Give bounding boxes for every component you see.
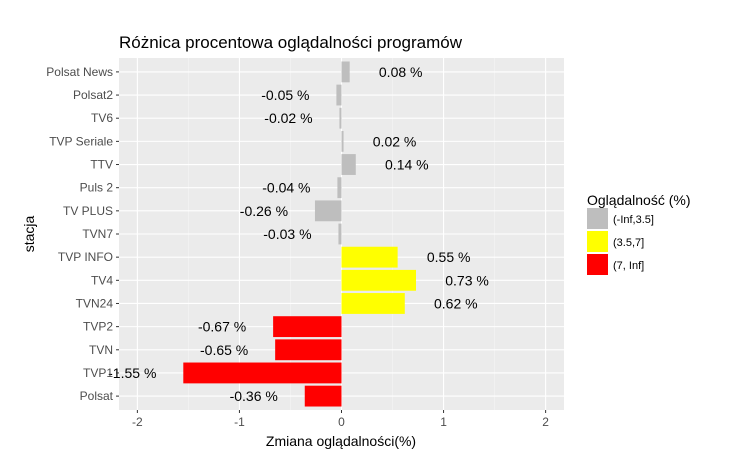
value-labels: 0.08 % -0.05 % -0.02 % 0.02 % 0.14 % -0.04 % -… [108,64,489,404]
y-tick-label: TVN [89,343,113,357]
legend-items: (-Inf,3.5] (3.5,7] (7, Inf] [587,208,654,275]
bar [273,316,342,338]
y-tick-label: Puls 2 [80,181,114,195]
legend: Oglądalność (%) (-Inf,3.5] (3.5,7] (7, Inf… [587,192,691,275]
bar [341,61,350,83]
x-axis-title: Zmiana oglądalności(%) [266,433,416,449]
bar [336,84,342,106]
bar [341,269,417,291]
y-tick-label: TVN24 [76,296,114,310]
legend-label: (-Inf,3.5] [613,214,654,226]
x-tick-label: 1 [440,415,447,429]
data-label: -0.03 % [263,226,311,242]
legend-title: Oglądalność (%) [587,192,691,208]
data-label: -0.36 % [230,388,278,404]
legend-label: (3.5,7] [613,237,644,249]
data-label: 0.73 % [445,272,489,288]
data-label: -0.67 % [198,319,246,335]
bar [341,130,344,152]
data-label: 0.14 % [385,157,429,173]
bar [338,223,342,245]
x-tick-label: 2 [542,415,549,429]
y-axis-title: stacja [21,216,37,253]
y-tick-label: Polsat [80,389,114,403]
data-label: 0.55 % [427,249,471,265]
x-tick-label: -2 [132,415,143,429]
y-tick-label: TVP INFO [58,250,113,264]
bar [339,107,342,129]
bar [341,246,398,268]
y-tick-label: TV4 [91,273,113,287]
data-label: -1.55 % [108,365,156,381]
data-label: -0.04 % [262,180,310,196]
data-label: -0.65 % [200,342,248,358]
y-tick-label: TVP2 [83,320,113,334]
chart-title: Różnica procentowa oglądalności programó… [119,33,463,52]
x-tick-label: -1 [234,415,245,429]
data-label: -0.02 % [264,110,312,126]
y-tick-label: TV6 [91,111,113,125]
y-tick-label: TVP Seriale [49,134,113,148]
bar [341,293,405,314]
legend-swatch [587,231,608,252]
bar [183,362,342,384]
bar [314,200,342,222]
y-axis: Polsat News Polsat2 TV6 TVP Seriale TTV Puls … [46,65,119,403]
x-tick-label: 0 [338,415,345,429]
data-label: 0.62 % [434,295,478,311]
y-tick-label: TV PLUS [63,204,113,218]
y-tick-label: TVP1 [83,366,113,380]
bar [275,339,342,361]
bar [341,154,356,175]
data-label: 0.02 % [373,133,417,149]
x-axis: -2 -1 0 1 2 [132,410,549,429]
y-tick-label: Polsat News [46,65,113,79]
data-label: -0.05 % [261,87,309,103]
data-label: 0.08 % [379,64,423,80]
y-tick-label: TVN7 [82,227,113,241]
data-label: -0.26 % [240,203,288,219]
y-tick-label: Polsat2 [73,88,113,102]
legend-swatch [587,208,608,229]
bars [183,61,417,407]
legend-label: (7, Inf] [613,260,644,272]
y-tick-label: TTV [90,158,113,172]
bar [304,385,342,407]
legend-swatch [587,254,608,275]
bar [337,177,342,199]
